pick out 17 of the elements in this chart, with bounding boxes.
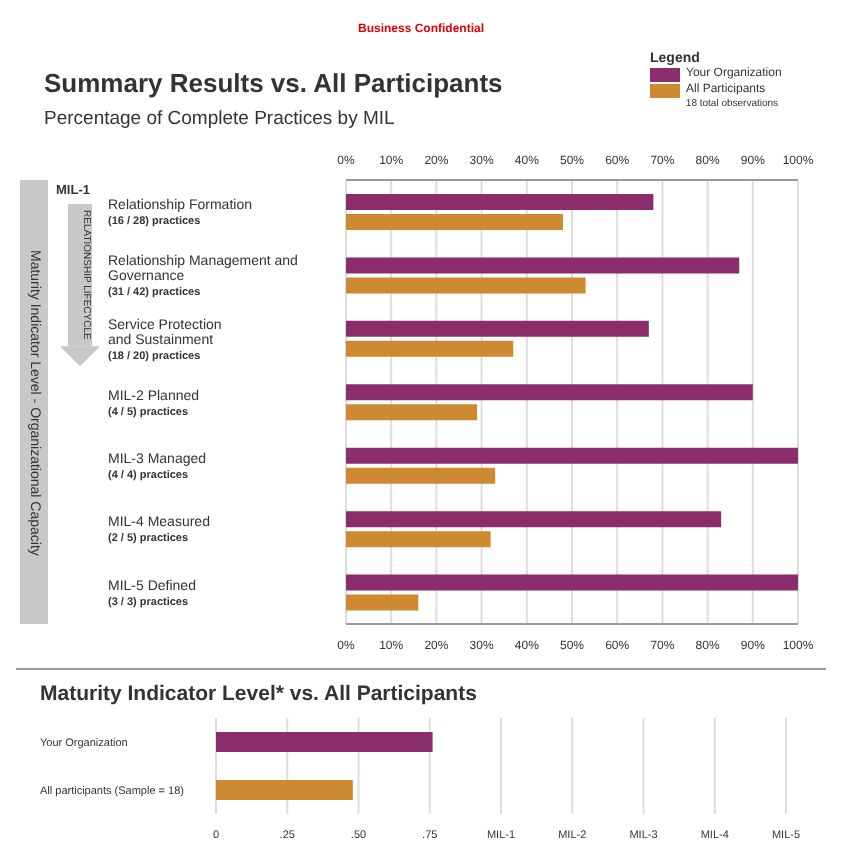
bar	[346, 384, 753, 401]
bar	[346, 257, 740, 274]
bar	[346, 404, 478, 421]
bar	[346, 214, 563, 230]
bar	[346, 340, 514, 357]
chart-subtitle: Percentage of Complete Practices by MIL	[44, 108, 395, 130]
bar	[346, 511, 722, 528]
bar	[346, 320, 649, 337]
bar	[346, 467, 496, 484]
bar	[346, 447, 798, 464]
chart-title: Maturity Indicator Level* vs. All Participants	[38, 680, 479, 710]
bar	[346, 594, 419, 611]
bar	[346, 531, 491, 548]
bar	[346, 277, 586, 294]
chart-title: Summary Results vs. All Participants	[44, 68, 503, 98]
bar	[346, 194, 654, 210]
bar	[346, 574, 798, 591]
